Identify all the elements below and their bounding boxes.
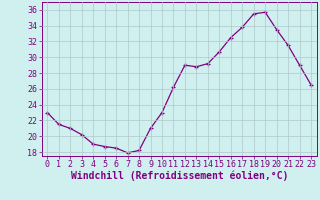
X-axis label: Windchill (Refroidissement éolien,°C): Windchill (Refroidissement éolien,°C) (70, 171, 288, 181)
